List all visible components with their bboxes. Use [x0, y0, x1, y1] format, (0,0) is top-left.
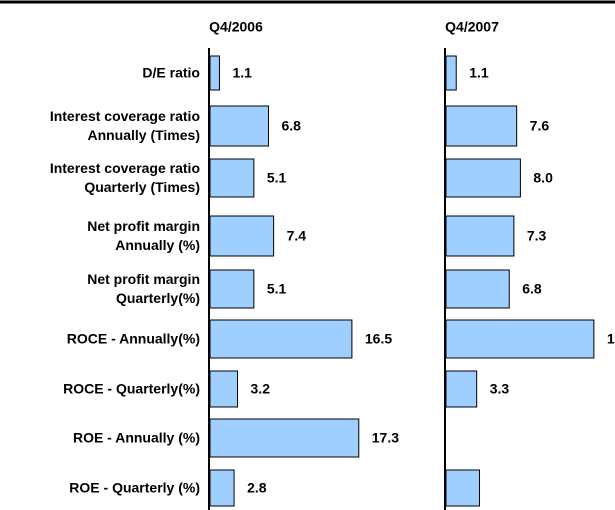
category-label: ROE - Annually (%) [72, 429, 200, 446]
category-label: Interest coverage ratio Quarterly (Times… [49, 160, 200, 195]
bar [209, 418, 360, 458]
series-title: Q4/2007 [445, 19, 499, 35]
category-label: ROCE - Annually(%) [66, 330, 200, 347]
series-title: Q4/2006 [209, 19, 263, 35]
value-label: 7.3 [527, 228, 547, 244]
bar [209, 158, 255, 198]
value-label: 5.1 [267, 170, 287, 186]
bar [209, 269, 255, 309]
value-label: 17.3 [372, 430, 399, 446]
bar [445, 469, 480, 507]
value-label: 3.2 [251, 381, 271, 397]
bar [445, 215, 515, 257]
value-label: 7.4 [287, 228, 307, 244]
bar [209, 319, 353, 359]
bar [445, 370, 478, 408]
bar [209, 469, 235, 507]
value-label: 6.8 [522, 281, 542, 297]
bar [445, 319, 595, 359]
bar [445, 105, 518, 147]
category-label: Net profit margin Quarterly(%) [87, 271, 200, 306]
value-label: 15.9 [607, 331, 615, 347]
value-label: 8.0 [533, 170, 553, 186]
category-label: Net profit margin Annually (%) [87, 218, 200, 253]
category-label: D/E ratio [142, 64, 200, 81]
value-label: 2.8 [247, 480, 267, 496]
bar [445, 269, 510, 309]
bar [445, 158, 521, 198]
category-label: ROE - Quarterly (%) [69, 479, 200, 496]
value-label: 3.3 [490, 381, 510, 397]
bar [209, 215, 275, 257]
value-label: 7.6 [530, 118, 550, 134]
value-label: 16.5 [365, 331, 392, 347]
bar [445, 55, 457, 91]
value-label: 1.1 [469, 65, 489, 81]
category-label: Interest coverage ratio Annually (Times) [49, 108, 200, 143]
bar [209, 105, 269, 147]
category-label: ROCE - Quarterly(%) [63, 380, 200, 397]
bar [209, 370, 239, 408]
value-label: 1.1 [232, 65, 252, 81]
value-label: 5.1 [267, 281, 287, 297]
value-label: 6.8 [281, 118, 301, 134]
bar [209, 55, 220, 91]
